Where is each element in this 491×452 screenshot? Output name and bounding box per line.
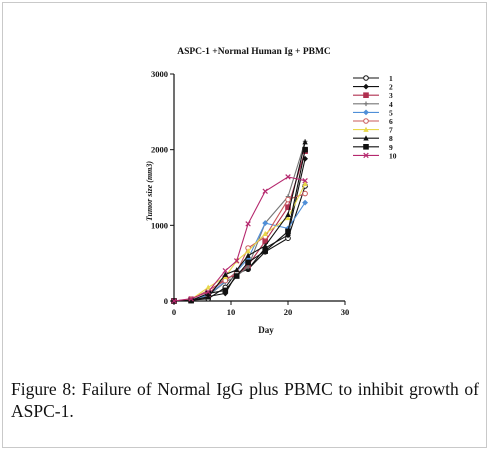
series-line xyxy=(173,149,306,302)
legend-label: 1 xyxy=(389,74,393,83)
data-point xyxy=(245,264,251,270)
y-tick-label: 1000 xyxy=(151,220,168,230)
data-point xyxy=(285,174,291,180)
legend-label: 4 xyxy=(389,100,393,109)
series-line xyxy=(173,183,306,302)
legend-marker xyxy=(363,109,369,116)
data-point xyxy=(302,180,308,187)
data-point xyxy=(188,296,194,302)
legend-item: 3 xyxy=(353,91,393,100)
legend-item: 2 xyxy=(353,83,393,92)
y-tick-label: 3000 xyxy=(151,69,168,79)
data-point xyxy=(262,220,269,226)
legend-label: 3 xyxy=(389,91,393,100)
legend-label: 10 xyxy=(389,151,397,160)
data-point xyxy=(302,190,308,197)
x-tick-label: 0 xyxy=(172,307,176,317)
data-point xyxy=(262,230,268,236)
data-point xyxy=(285,214,291,221)
data-point xyxy=(234,267,240,273)
data-point xyxy=(262,188,268,195)
data-point xyxy=(262,242,268,249)
data-point xyxy=(171,298,177,304)
x-axis-label: Day xyxy=(258,325,274,335)
y-tick-label: 2000 xyxy=(151,145,168,155)
legend-item: 9 xyxy=(353,143,393,152)
caption-text: Failure of Normal IgG plus PBMC to inhib… xyxy=(11,379,479,421)
legend-label: 8 xyxy=(389,134,393,143)
x-tick-label: 10 xyxy=(227,307,236,317)
series-layer xyxy=(171,139,308,304)
data-point xyxy=(205,284,211,290)
data-point xyxy=(205,289,211,295)
legend-marker xyxy=(363,92,369,99)
legend-marker xyxy=(363,118,369,124)
y-tick-label: 0 xyxy=(164,296,168,306)
series-10 xyxy=(171,174,308,304)
data-point xyxy=(302,199,308,206)
data-point xyxy=(245,252,251,258)
series-line xyxy=(173,141,306,302)
data-point xyxy=(222,271,228,277)
axes: 0 10 20 30 0 1000 2000 3000 xyxy=(151,69,349,317)
series-9 xyxy=(171,146,308,304)
chart-area: ASPC-1 +Normal Human Ig + PBMC Day Tumor… xyxy=(3,3,488,373)
data-point xyxy=(245,221,251,227)
data-point xyxy=(222,268,229,274)
data-point xyxy=(302,139,308,145)
data-point xyxy=(285,196,291,203)
chart-title: ASPC-1 +Normal Human Ig + PBMC xyxy=(177,47,331,57)
figure-frame: ASPC-1 +Normal Human Ig + PBMC Day Tumor… xyxy=(2,2,487,448)
legend-label: 2 xyxy=(389,83,393,92)
x-tick-label: 30 xyxy=(341,307,350,317)
data-point xyxy=(245,248,251,254)
data-point xyxy=(285,225,291,232)
legend-item: 4 xyxy=(353,100,393,109)
legend-item: 7 xyxy=(353,126,393,135)
data-point xyxy=(245,259,251,266)
data-point xyxy=(205,294,211,300)
legend-marker xyxy=(363,75,369,81)
legend-label: 7 xyxy=(389,126,393,135)
legend-item: 10 xyxy=(353,151,397,160)
legend-label: 9 xyxy=(389,143,393,152)
series-line xyxy=(173,151,306,302)
data-point xyxy=(285,211,291,218)
data-point xyxy=(302,177,308,184)
data-point xyxy=(285,228,291,235)
legend-marker xyxy=(363,135,369,141)
legend-label: 6 xyxy=(389,117,393,126)
series-line xyxy=(173,141,306,302)
series-8 xyxy=(171,139,308,304)
y-axis-label: Tumor size (mm3) xyxy=(145,161,154,221)
line-chart: ASPC-1 +Normal Human Ig + PBMC Day Tumor… xyxy=(145,47,397,335)
legend-item: 8 xyxy=(353,134,393,143)
data-point xyxy=(262,248,268,254)
legend-label: 5 xyxy=(389,108,393,117)
data-point xyxy=(233,258,240,264)
caption-label: Figure 8: xyxy=(11,379,76,399)
data-point xyxy=(233,273,240,279)
legend-item: 1 xyxy=(353,74,393,83)
series-3 xyxy=(171,148,308,304)
data-point xyxy=(285,232,291,239)
legend-marker xyxy=(363,144,369,150)
legend-marker xyxy=(363,83,369,90)
legend-marker xyxy=(363,152,369,159)
x-tick-label: 20 xyxy=(284,307,293,317)
legend-marker xyxy=(363,101,369,107)
series-4 xyxy=(171,139,308,304)
data-point xyxy=(222,287,229,294)
figure-caption: Figure 8: Failure of Normal IgG plus PBM… xyxy=(11,378,479,422)
legend-item: 5 xyxy=(353,108,393,117)
data-point xyxy=(302,146,308,153)
legend-marker xyxy=(363,126,369,132)
legend-item: 6 xyxy=(353,117,393,126)
